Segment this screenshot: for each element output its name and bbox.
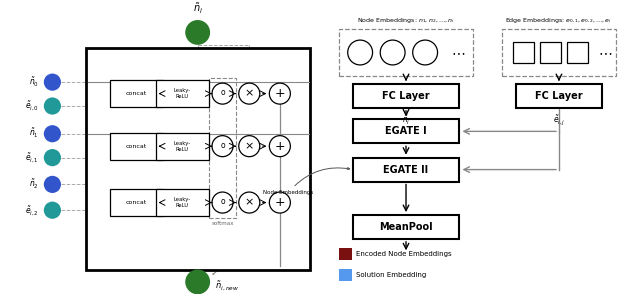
FancyBboxPatch shape xyxy=(156,133,209,160)
Text: concat: concat xyxy=(126,91,147,96)
Text: FC Layer: FC Layer xyxy=(535,91,583,101)
Circle shape xyxy=(239,83,260,104)
Text: EGATE I: EGATE I xyxy=(385,126,427,136)
Text: $\tilde{n}_2$: $\tilde{n}_2$ xyxy=(29,178,39,191)
Circle shape xyxy=(269,192,291,213)
Circle shape xyxy=(239,192,260,213)
Text: EGATE II: EGATE II xyxy=(383,165,429,175)
FancyBboxPatch shape xyxy=(566,42,588,63)
Text: Node Embeddings: Node Embeddings xyxy=(263,168,349,196)
Circle shape xyxy=(239,136,260,157)
FancyBboxPatch shape xyxy=(353,158,459,181)
Circle shape xyxy=(44,73,61,91)
FancyBboxPatch shape xyxy=(353,119,459,143)
FancyBboxPatch shape xyxy=(109,80,163,107)
FancyBboxPatch shape xyxy=(339,248,353,260)
Text: FC Layer: FC Layer xyxy=(382,91,430,101)
FancyBboxPatch shape xyxy=(353,84,459,108)
Text: $\tilde{n}_1$: $\tilde{n}_1$ xyxy=(29,127,39,140)
Text: Leaky-
ReLU: Leaky- ReLU xyxy=(174,197,191,208)
FancyBboxPatch shape xyxy=(156,80,209,107)
Text: $\tilde{n}_0$: $\tilde{n}_0$ xyxy=(29,76,39,89)
Circle shape xyxy=(348,40,372,65)
Text: $\cdots$: $\cdots$ xyxy=(598,45,612,60)
Text: $\tilde{n}_i$: $\tilde{n}_i$ xyxy=(402,114,410,127)
Text: Edge Embeddings: $e_{0,1}, e_{0,2}, \ldots, e_i$: Edge Embeddings: $e_{0,1}, e_{0,2}, \ldo… xyxy=(506,17,612,25)
Circle shape xyxy=(44,125,61,142)
Circle shape xyxy=(212,83,233,104)
FancyBboxPatch shape xyxy=(339,29,473,76)
Circle shape xyxy=(44,97,61,115)
Text: $\tilde{e}_{i,0}$: $\tilde{e}_{i,0}$ xyxy=(25,100,39,112)
Text: o: o xyxy=(220,88,225,97)
Circle shape xyxy=(269,136,291,157)
Text: Leaky-
ReLU: Leaky- ReLU xyxy=(174,88,191,99)
Circle shape xyxy=(380,40,405,65)
Text: $\tilde{n}_i$: $\tilde{n}_i$ xyxy=(193,1,203,16)
Circle shape xyxy=(185,20,210,45)
Text: $\times$: $\times$ xyxy=(244,88,254,99)
Circle shape xyxy=(212,192,233,213)
FancyBboxPatch shape xyxy=(513,42,534,63)
Text: $\tilde{e}_{i,2}$: $\tilde{e}_{i,2}$ xyxy=(25,204,39,217)
Text: o: o xyxy=(220,197,225,206)
Circle shape xyxy=(413,40,438,65)
FancyBboxPatch shape xyxy=(502,29,616,76)
Text: MeanPool: MeanPool xyxy=(380,222,433,232)
Text: $\cdots$: $\cdots$ xyxy=(451,45,466,60)
FancyBboxPatch shape xyxy=(86,48,310,271)
Text: $+$: $+$ xyxy=(274,196,285,209)
Circle shape xyxy=(44,149,61,166)
FancyBboxPatch shape xyxy=(156,189,209,216)
Text: Encoded Node Embeddings: Encoded Node Embeddings xyxy=(356,251,452,257)
Circle shape xyxy=(44,201,61,219)
Text: concat: concat xyxy=(126,144,147,149)
Text: softmax: softmax xyxy=(211,221,234,226)
Text: Solution Embedding: Solution Embedding xyxy=(356,272,427,278)
Text: $\tilde{e}_{i,j}$: $\tilde{e}_{i,j}$ xyxy=(553,114,565,127)
Text: Leaky-
ReLU: Leaky- ReLU xyxy=(174,141,191,152)
FancyBboxPatch shape xyxy=(540,42,561,63)
FancyArrowPatch shape xyxy=(213,258,277,274)
Text: $+$: $+$ xyxy=(274,140,285,153)
Circle shape xyxy=(269,83,291,104)
Circle shape xyxy=(212,136,233,157)
FancyBboxPatch shape xyxy=(109,133,163,160)
Text: $\tilde{e}_{i,1}$: $\tilde{e}_{i,1}$ xyxy=(25,151,39,164)
Text: $\times$: $\times$ xyxy=(244,141,254,151)
Text: $\times$: $\times$ xyxy=(244,197,254,208)
Circle shape xyxy=(185,269,210,294)
Circle shape xyxy=(44,176,61,193)
Text: o: o xyxy=(220,141,225,150)
FancyBboxPatch shape xyxy=(109,189,163,216)
Text: $\tilde{n}_{i,new}$: $\tilde{n}_{i,new}$ xyxy=(215,279,239,292)
Text: $+$: $+$ xyxy=(274,87,285,100)
Text: Node Embeddings: $n_1, n_2, \ldots, n_i$: Node Embeddings: $n_1, n_2, \ldots, n_i$ xyxy=(357,16,455,25)
Text: concat: concat xyxy=(126,200,147,205)
FancyBboxPatch shape xyxy=(516,84,602,108)
FancyBboxPatch shape xyxy=(339,269,353,281)
FancyBboxPatch shape xyxy=(353,215,459,239)
